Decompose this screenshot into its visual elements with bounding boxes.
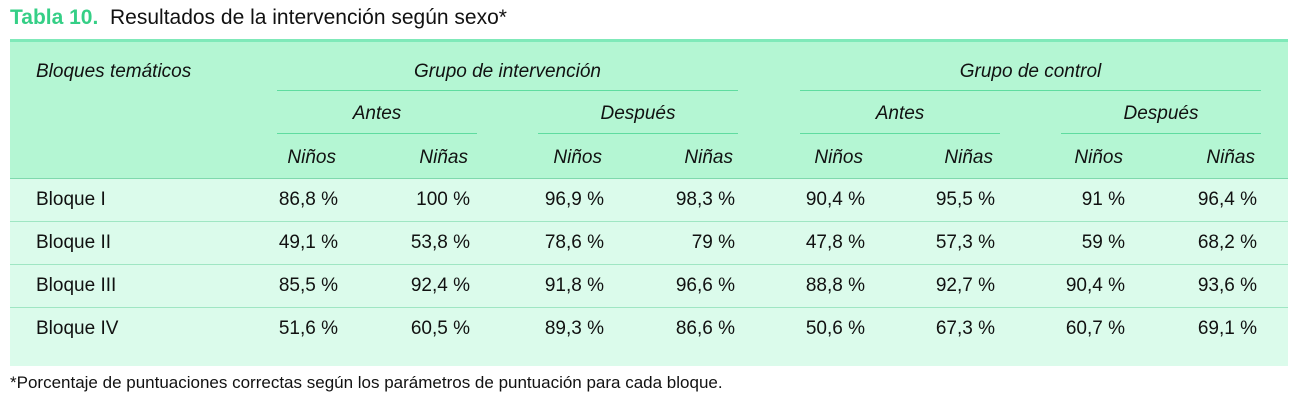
column-header: Niñas (684, 147, 733, 168)
cell: 79 % (691, 232, 735, 253)
column-header: Niñas (1206, 147, 1255, 168)
cell: 57,3 % (935, 232, 995, 253)
cell: 53,8 % (410, 232, 470, 253)
group-header: Grupo de control (959, 61, 1102, 82)
row-label: Bloque III (36, 275, 117, 296)
column-header: Niñas (419, 147, 468, 168)
title-label: Tabla 10. (10, 6, 99, 29)
row-rule (10, 307, 1288, 308)
cell: 89,3 % (544, 318, 604, 339)
cell: 86,8 % (278, 189, 338, 210)
row-label: Bloque I (36, 189, 106, 210)
column-header: Niños (814, 147, 863, 168)
column-header: Niñas (944, 147, 993, 168)
cell: 90,4 % (805, 189, 865, 210)
cell: 51,6 % (278, 318, 338, 339)
period-header: Antes (352, 103, 402, 124)
cell: 69,1 % (1197, 318, 1257, 339)
cell: 47,8 % (805, 232, 865, 253)
row-label: Bloque II (36, 232, 111, 253)
column-header: Niños (553, 147, 602, 168)
cell: 95,5 % (935, 189, 995, 210)
cell: 92,7 % (935, 275, 995, 296)
column-header: Niños (287, 147, 336, 168)
period-rule (1061, 133, 1261, 134)
cell: 100 % (416, 189, 470, 210)
group-rule (277, 90, 738, 91)
cell: 86,6 % (675, 318, 735, 339)
cell: 91,8 % (544, 275, 604, 296)
period-rule (277, 133, 477, 134)
cell: 68,2 % (1197, 232, 1257, 253)
table-header (10, 42, 1288, 178)
title: Tabla 10. Resultados de la intervención … (10, 6, 507, 30)
cell: 60,5 % (410, 318, 470, 339)
cell: 59 % (1081, 232, 1125, 253)
cell: 85,5 % (278, 275, 338, 296)
title-text: Resultados de la intervención según sexo… (110, 6, 507, 29)
cell: 50,6 % (805, 318, 865, 339)
footnote: *Porcentaje de puntuaciones correctas se… (10, 373, 723, 392)
row-rule (10, 264, 1288, 265)
column-header: Niños (1074, 147, 1123, 168)
cell: 67,3 % (935, 318, 995, 339)
cell: 96,9 % (544, 189, 604, 210)
row-label: Bloque IV (36, 318, 119, 339)
cell: 96,4 % (1197, 189, 1257, 210)
cell: 90,4 % (1065, 275, 1125, 296)
cell: 92,4 % (410, 275, 470, 296)
period-rule (800, 133, 1000, 134)
table-body (10, 178, 1288, 366)
cell: 88,8 % (805, 275, 865, 296)
group-rule (800, 90, 1261, 91)
table-top-rule (10, 39, 1288, 42)
period-header: Después (1123, 103, 1199, 124)
cell: 96,6 % (675, 275, 735, 296)
cell: 98,3 % (675, 189, 735, 210)
cell: 78,6 % (544, 232, 604, 253)
period-rule (538, 133, 738, 134)
cell: 93,6 % (1197, 275, 1257, 296)
cell: 49,1 % (278, 232, 338, 253)
cell: 91 % (1081, 189, 1125, 210)
cell: 60,7 % (1065, 318, 1125, 339)
period-header: Antes (875, 103, 925, 124)
group-header: Grupo de intervención (414, 61, 601, 82)
corner-header: Bloques temáticos (36, 61, 192, 82)
row-rule (10, 221, 1288, 222)
period-header: Después (600, 103, 676, 124)
